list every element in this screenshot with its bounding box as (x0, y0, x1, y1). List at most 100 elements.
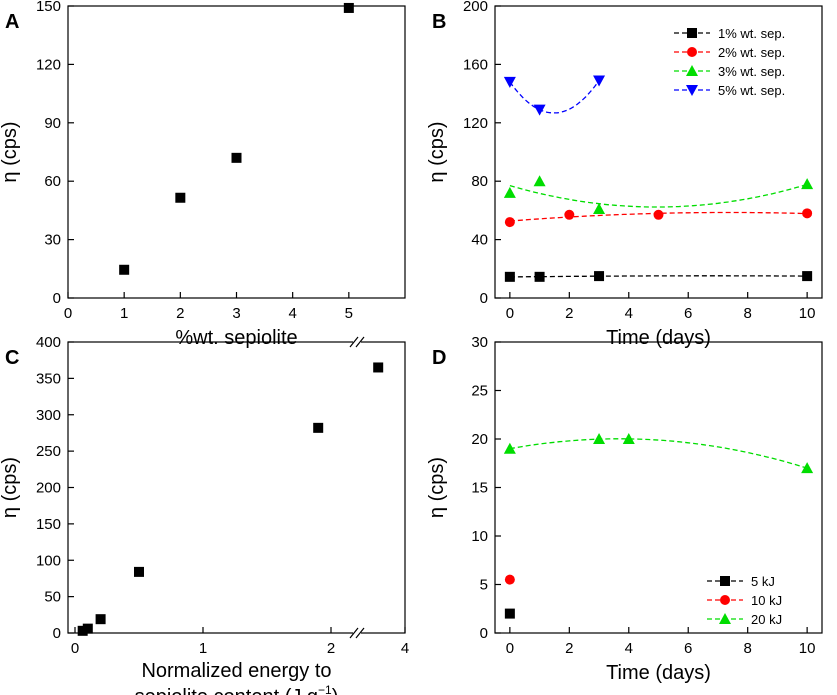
y-tick-label: 0 (480, 290, 488, 307)
x-tick-label: 5 (345, 305, 353, 322)
y-tick-label: 200 (36, 480, 61, 497)
data-point (373, 362, 384, 373)
legend-label: 20 kJ (751, 612, 782, 627)
legend-marker (686, 85, 698, 96)
x-tick-label: 0 (71, 640, 79, 657)
y-tick-label: 160 (463, 56, 488, 73)
y-tick-label: 50 (44, 589, 61, 606)
legend-marker (686, 65, 698, 76)
data-point (622, 433, 635, 444)
y-tick-label: 60 (44, 173, 61, 190)
data-point (504, 608, 515, 619)
x-axis-label: Time (days) (606, 327, 711, 349)
legend-label: 2% wt. sep. (718, 45, 785, 60)
series-3 (503, 75, 606, 116)
series-2 (503, 433, 814, 474)
fit-line (509, 438, 808, 469)
axis-break-gap (353, 628, 361, 638)
plot-frame (67, 5, 406, 299)
x-axis-label-line2: sepiolite content (J g−1) (135, 683, 339, 695)
legend-label: 10 kJ (751, 593, 782, 608)
x-tick-label: 4 (401, 640, 409, 657)
y-tick-label: 200 (463, 0, 488, 15)
y-tick-label: 40 (471, 232, 488, 249)
data-point (82, 623, 93, 634)
y-tick-label: 15 (471, 480, 488, 497)
plot-frame (494, 341, 823, 634)
data-point (503, 442, 516, 454)
y-tick-label: 150 (36, 516, 61, 533)
y-tick-label: 250 (36, 443, 61, 460)
x-tick-label: 2 (176, 305, 184, 322)
series-0 (504, 271, 813, 282)
data-point (802, 271, 813, 282)
y-tick-label: 80 (471, 173, 488, 190)
x-tick-label: 2 (327, 640, 335, 657)
data-point (564, 209, 575, 220)
x-tick-label: 4 (625, 305, 633, 322)
series-0 (77, 362, 384, 636)
y-tick-label: 150 (36, 0, 61, 15)
panel-label: A (5, 11, 19, 33)
series-0 (504, 608, 515, 619)
x-tick-label: 0 (64, 305, 72, 322)
y-tick-label: 10 (471, 528, 488, 545)
x-axis-label: Time (days) (606, 662, 711, 684)
series-0 (119, 2, 354, 275)
legend: 1% wt. sep. 2% wt. sep. 3% wt. sep. 5% wt. … (674, 26, 785, 98)
x-tick-label: 8 (744, 305, 752, 322)
x-tick-label: 10 (799, 305, 816, 322)
axis-break-mark (349, 336, 359, 348)
y-tick-label: 0 (480, 625, 488, 642)
legend-marker (720, 576, 730, 586)
x-tick-label: 0 (506, 305, 514, 322)
y-tick-label: 120 (463, 115, 488, 132)
y-tick-label: 300 (36, 407, 61, 424)
legend-marker (719, 613, 731, 624)
legend: 5 kJ 10 kJ 20 kJ (707, 574, 782, 627)
y-tick-label: 350 (36, 370, 61, 387)
data-point (504, 217, 515, 228)
x-axis-label: %wt. sepiolite (175, 327, 297, 349)
data-point (653, 209, 664, 220)
x-label-superscript: −1 (318, 683, 332, 695)
panel-a: A 0 30 60 90 120 150 0 1 2 3 4 5 η (cps) %wt. sepiolit… (0, 0, 406, 349)
x-label-close: ) (332, 686, 339, 695)
data-point (593, 202, 606, 214)
data-point (231, 152, 242, 163)
x-tick-label: 1 (120, 305, 128, 322)
data-point (593, 433, 606, 444)
panel-label: C (5, 347, 19, 369)
data-point (95, 614, 106, 625)
x-tick-label: 8 (744, 640, 752, 657)
legend-marker (687, 47, 697, 57)
x-tick-label: 10 (799, 640, 816, 657)
panel-b: B 0 40 80 120 160 200 0 2 4 6 8 10 η (cps) Time (days)… (426, 0, 823, 349)
series-1 (504, 208, 813, 228)
data-point (533, 175, 546, 187)
y-axis-label: η (cps) (426, 457, 448, 518)
y-tick-label: 5 (480, 577, 488, 594)
axis-break-gap (353, 337, 361, 347)
x-tick-label: 2 (565, 305, 573, 322)
y-axis-label: η (cps) (426, 121, 448, 182)
x-tick-label: 4 (625, 640, 633, 657)
legend-label: 5 kJ (751, 574, 775, 589)
data-point (802, 208, 813, 219)
legend-marker (687, 28, 697, 38)
y-tick-label: 0 (53, 290, 61, 307)
data-point (134, 566, 144, 577)
data-point (313, 422, 324, 433)
axis-break-mark (355, 336, 365, 348)
legend-label: 3% wt. sep. (718, 64, 785, 79)
series-1 (504, 574, 515, 585)
fit-line (509, 80, 600, 114)
x-axis-label-line1: Normalized energy to (141, 660, 331, 682)
panel-c: C 0 50 100 150 200 250 300 350 400 0 1 2 4 η (cps) Norm… (0, 334, 409, 695)
data-point (119, 264, 130, 275)
y-tick-label: 30 (44, 232, 61, 249)
data-point (503, 186, 516, 198)
y-tick-label: 20 (471, 431, 488, 448)
data-point (801, 178, 814, 190)
legend-label: 1% wt. sep. (718, 26, 785, 41)
